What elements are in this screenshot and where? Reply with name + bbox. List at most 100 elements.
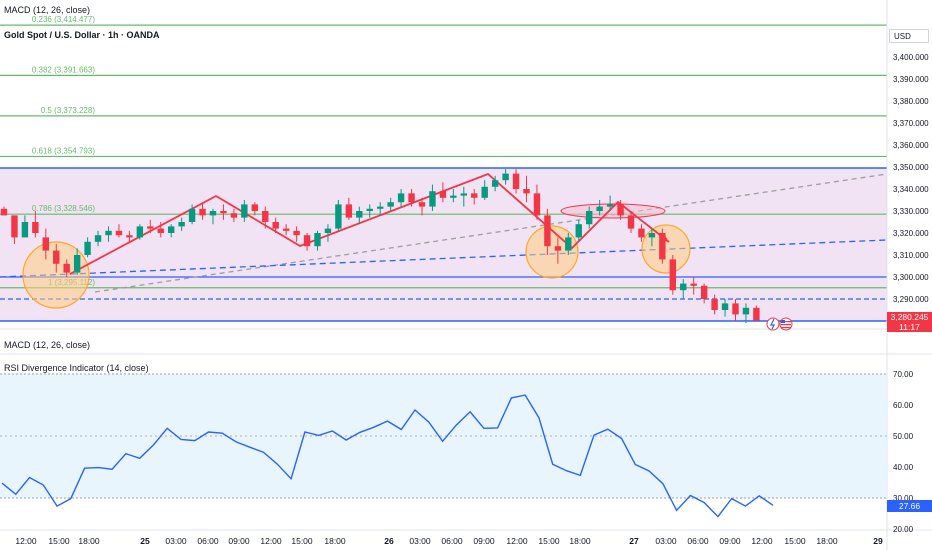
candle-body[interactable] — [491, 180, 499, 187]
rising-trend-line-blue[interactable] — [0, 239, 888, 278]
highlight-circle-3[interactable] — [641, 224, 691, 274]
candle-body[interactable] — [450, 195, 457, 198]
candle-body[interactable] — [502, 173, 509, 181]
candle-body[interactable] — [544, 215, 551, 247]
time-axis[interactable]: 12:00 15:00 18:00 25 03:00 06:00 09:00 12:00 15:… — [15, 536, 883, 546]
price-tick-label: 3,390.000 — [893, 75, 929, 84]
candle-body[interactable] — [481, 186, 488, 198]
zigzag-pattern[interactable] — [69, 172, 670, 275]
candle-body[interactable] — [115, 230, 123, 236]
candle-body[interactable] — [700, 285, 708, 299]
candle-body[interactable] — [648, 233, 656, 238]
candle-body[interactable] — [303, 235, 311, 247]
candle-body[interactable] — [387, 202, 394, 207]
rsi-axis[interactable]: 70.00 60.00 50.00 40.00 30.00 20.00 — [893, 370, 914, 534]
candle-body[interactable] — [575, 224, 582, 238]
candle-body[interactable] — [63, 263, 70, 273]
candle-body[interactable] — [565, 237, 572, 251]
rsi-legend[interactable]: RSI Divergence Indicator (14, close) — [4, 363, 149, 373]
currency-selector[interactable]: USD — [889, 29, 929, 43]
price-tick-label: 3,300.000 — [893, 273, 929, 282]
candle-body[interactable] — [586, 211, 593, 225]
candle-body[interactable] — [126, 235, 133, 238]
rsi-tick-label: 20.00 — [893, 525, 914, 534]
candle-body[interactable] — [262, 211, 269, 222]
candle-body[interactable] — [366, 208, 373, 211]
candle-body[interactable] — [711, 299, 718, 310]
highlight-circle-2[interactable] — [525, 225, 579, 279]
candle-body[interactable] — [220, 211, 227, 214]
candle-body[interactable] — [659, 233, 666, 260]
candle-body[interactable] — [84, 241, 91, 255]
candle-body[interactable] — [241, 204, 248, 218]
candle-body[interactable] — [251, 204, 258, 211]
candle-body[interactable] — [53, 250, 60, 264]
symbol-title[interactable]: Gold Spot / U.S. Dollar · 1h · OANDA — [4, 30, 160, 40]
candle-body[interactable] — [21, 222, 29, 238]
rsi-tick-label: 50.00 — [893, 432, 914, 441]
candle-body[interactable] — [11, 215, 18, 238]
candle-body[interactable] — [742, 307, 750, 315]
candle-body[interactable] — [627, 215, 635, 229]
candle-body[interactable] — [753, 307, 760, 321]
candle-body[interactable] — [471, 193, 478, 198]
candle-body[interactable] — [638, 228, 645, 238]
candle-body[interactable] — [397, 193, 405, 203]
candle-body[interactable] — [669, 259, 676, 291]
candle-body[interactable] — [0, 208, 8, 216]
candle-body[interactable] — [596, 206, 603, 211]
candle-body[interactable] — [533, 193, 541, 216]
candle-body[interactable] — [408, 193, 415, 203]
candle-body[interactable] — [209, 211, 217, 216]
candle-body[interactable] — [147, 226, 154, 229]
us-flag-icon[interactable] — [779, 317, 793, 331]
candle-body[interactable] — [188, 208, 196, 222]
candle-body[interactable] — [136, 226, 144, 238]
candle-body[interactable] — [230, 213, 238, 218]
candle-body[interactable] — [617, 204, 624, 216]
rsi-tick-label: 30.00 — [893, 494, 914, 503]
candle-body[interactable] — [345, 204, 353, 218]
highlight-circle-1[interactable] — [22, 241, 90, 309]
candle-body[interactable] — [314, 233, 321, 247]
candle-body[interactable] — [282, 228, 290, 231]
candle-body[interactable] — [272, 222, 279, 229]
candle-body[interactable] — [732, 303, 739, 315]
candle-body[interactable] — [439, 191, 447, 198]
candle-body[interactable] — [554, 246, 562, 251]
candle-body[interactable] — [168, 226, 175, 233]
current-price-tag: 3,280.245 — [887, 312, 932, 322]
rising-trend-line-gray[interactable] — [94, 173, 888, 293]
macd-legend[interactable]: MACD (12, 26, close) — [4, 340, 91, 350]
candle-body[interactable] — [356, 211, 363, 218]
price-axis[interactable]: 3,400.000 3,390.000 3,380.000 3,370.000 3,36… — [893, 53, 929, 304]
candle-body[interactable] — [523, 189, 530, 194]
candle-body[interactable] — [429, 191, 436, 207]
candle-body[interactable] — [178, 222, 185, 227]
candle-body[interactable] — [512, 173, 520, 189]
candle-body[interactable] — [377, 206, 384, 209]
candle-body[interactable] — [293, 230, 300, 236]
candle-body[interactable] — [418, 202, 426, 207]
candle-body[interactable] — [157, 228, 164, 233]
candle-body[interactable] — [73, 255, 81, 273]
time-tick-label: 03:00 — [409, 536, 431, 546]
candle-body[interactable] — [460, 193, 467, 196]
time-tick-label: 12:00 — [260, 536, 282, 546]
candle-body[interactable] — [606, 204, 614, 207]
candle-body[interactable] — [680, 283, 687, 291]
candle-body[interactable] — [105, 230, 112, 236]
candle-body[interactable] — [94, 235, 102, 242]
flash-icon[interactable] — [766, 317, 780, 331]
candle-body[interactable] — [335, 204, 342, 229]
rsi-line[interactable] — [1, 394, 774, 518]
time-tick-label: 15:00 — [784, 536, 806, 546]
candle-body[interactable] — [690, 283, 697, 286]
candle-body[interactable] — [199, 208, 206, 216]
candle-body[interactable] — [324, 228, 332, 233]
macd-top-legend[interactable]: MACD (12, 26, close) — [4, 5, 91, 15]
candle-body[interactable] — [721, 303, 729, 310]
candle-body[interactable] — [42, 237, 49, 251]
candle-body[interactable] — [32, 222, 39, 233]
